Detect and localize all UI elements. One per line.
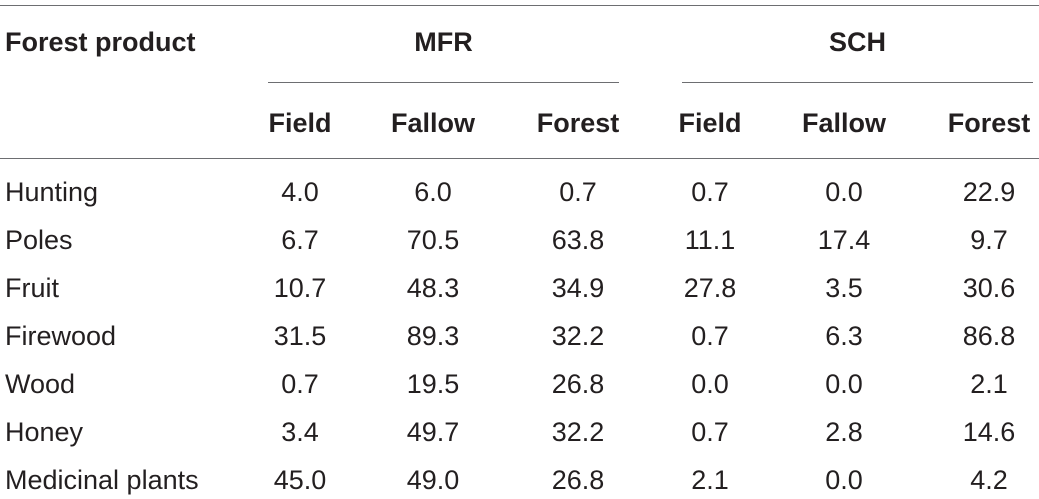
table-cell: 49.7	[406, 417, 460, 447]
row-label: Wood	[5, 369, 76, 399]
top-rule	[0, 5, 1039, 6]
table-cell: 4.0	[281, 177, 319, 207]
table-cell: 3.4	[281, 417, 319, 447]
table-cell: 0.7	[691, 177, 729, 207]
table-cell: 0.0	[825, 177, 863, 207]
table-cell: 0.0	[825, 369, 863, 399]
table-cell: 9.7	[970, 225, 1008, 255]
table-cell: 6.3	[825, 321, 863, 351]
table-cell: 32.2	[551, 321, 605, 351]
group-header-sch: SCH	[828, 27, 886, 57]
row-label-header: Forest product	[5, 27, 196, 57]
sch-group-rule	[682, 82, 1033, 83]
table-cell: 30.6	[962, 273, 1016, 303]
table-cell: 49.0	[406, 465, 460, 495]
group-header-mfr: MFR	[414, 27, 473, 57]
table-cell: 0.7	[691, 417, 729, 447]
row-label: Honey	[5, 417, 84, 447]
row-label: Medicinal plants	[5, 465, 199, 495]
row-label: Firewood	[5, 321, 117, 351]
column-header-fallow-sch: Fallow	[801, 108, 886, 138]
row-label: Poles	[5, 225, 73, 255]
row-label: Fruit	[5, 273, 59, 303]
table-cell: 0.0	[825, 465, 863, 495]
table-cell: 31.5	[273, 321, 327, 351]
table-cell: 3.5	[825, 273, 863, 303]
table-cell: 86.8	[962, 321, 1016, 351]
table-cell: 2.8	[825, 417, 863, 447]
table-cell: 34.9	[551, 273, 605, 303]
table-cell: 48.3	[406, 273, 460, 303]
table-cell: 2.1	[970, 369, 1008, 399]
table-cell: 32.2	[551, 417, 605, 447]
row-label: Hunting	[5, 177, 99, 207]
table-cell: 27.8	[683, 273, 737, 303]
header-bottom-rule	[0, 158, 1039, 159]
table-cell: 6.7	[281, 225, 319, 255]
table-cell: 89.3	[406, 321, 460, 351]
table-cell: 22.9	[962, 177, 1016, 207]
column-header-forest-sch: Forest	[947, 108, 1031, 138]
mfr-group-rule	[268, 82, 619, 83]
table-cell: 70.5	[406, 225, 460, 255]
table-cell: 0.0	[691, 369, 729, 399]
table-cell: 0.7	[281, 369, 319, 399]
column-header-field-sch: Field	[678, 108, 742, 138]
table-cell: 11.1	[684, 225, 736, 255]
table-cell: 26.8	[551, 465, 605, 495]
column-header-field-mfr: Field	[268, 108, 332, 138]
column-header-forest-mfr: Forest	[536, 108, 620, 138]
table-cell: 2.1	[691, 465, 729, 495]
column-header-fallow-mfr: Fallow	[390, 108, 475, 138]
table-cell: 6.0	[414, 177, 452, 207]
table-cell: 19.5	[406, 369, 460, 399]
table-cell: 10.7	[273, 273, 327, 303]
table-cell: 4.2	[970, 465, 1008, 495]
table-cell: 45.0	[273, 465, 327, 495]
table-cell: 63.8	[551, 225, 605, 255]
table-cell: 0.7	[691, 321, 729, 351]
table-cell: 0.7	[559, 177, 597, 207]
table-cell: 14.6	[962, 417, 1016, 447]
table-cell: 17.4	[817, 225, 871, 255]
table-cell: 26.8	[551, 369, 605, 399]
